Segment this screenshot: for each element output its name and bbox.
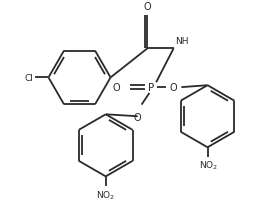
Text: O: O	[144, 2, 151, 12]
Text: Cl: Cl	[24, 74, 33, 83]
Text: O: O	[134, 113, 142, 123]
Text: NO$_2$: NO$_2$	[96, 188, 115, 201]
Text: NO$_2$: NO$_2$	[199, 159, 218, 172]
Text: O: O	[113, 83, 120, 93]
Text: O: O	[170, 83, 177, 93]
Text: NH: NH	[176, 37, 189, 46]
Text: P: P	[148, 83, 154, 93]
